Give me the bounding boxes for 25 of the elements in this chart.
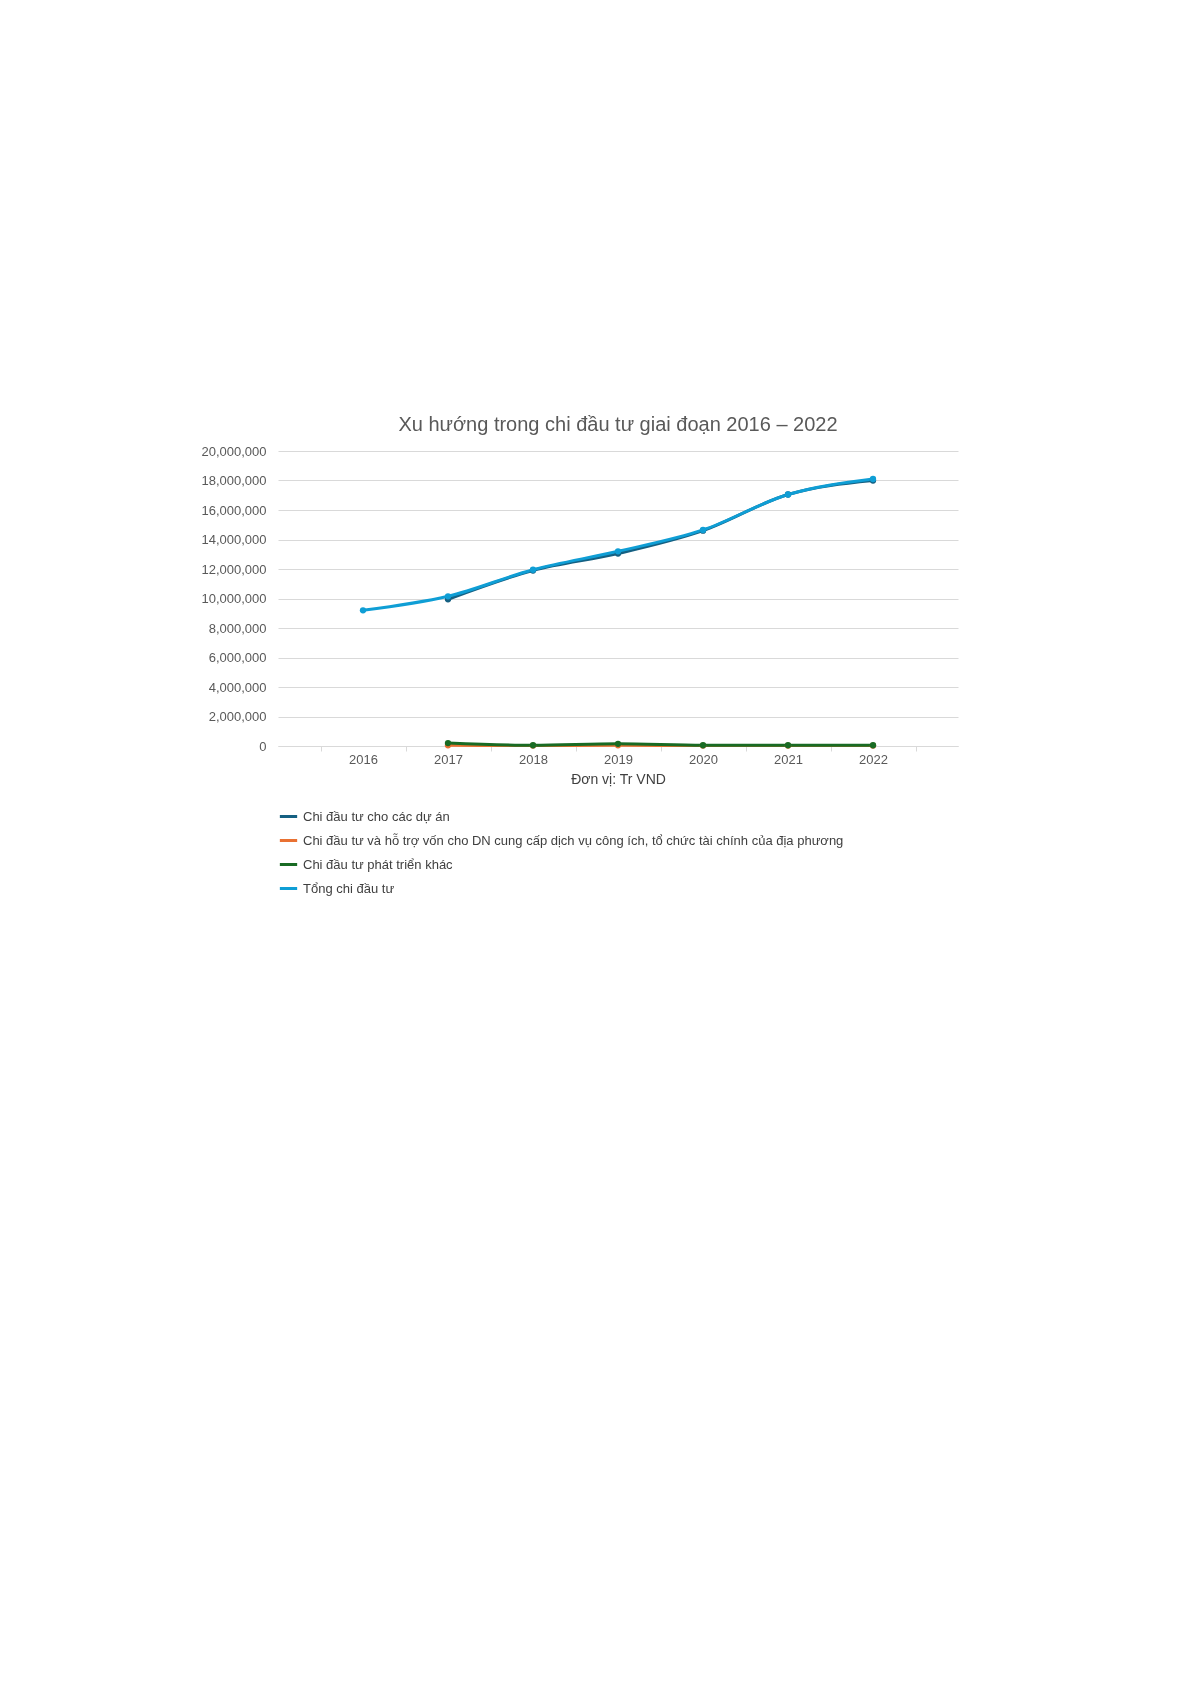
y-tick-label: 0 xyxy=(259,738,267,754)
y-tick-label: 6,000,000 xyxy=(208,650,267,665)
x-axis-title: Đơn vị: Tr VND xyxy=(571,770,666,787)
legend-label: Chi đầu tư cho các dự án xyxy=(303,808,450,824)
x-tick-label: 2019 xyxy=(604,751,633,767)
y-tick-label: 16,000,000 xyxy=(201,502,267,518)
y-tick-label: 4,000,000 xyxy=(208,679,267,695)
x-tick-label: 2020 xyxy=(689,751,718,767)
point xyxy=(359,607,367,614)
legend-label: Chi đầu tư và hỗ trợ vốn cho DN cung cấp dịch vụ công ích, tổ chức tài chính của địa phương xyxy=(303,832,844,848)
x-tick-label: 2022 xyxy=(859,751,888,767)
chart-title: Xu hướng trong chi đầu tư giai đoạn 2016 – 2022 xyxy=(398,413,838,435)
x-tick-label: 2016 xyxy=(349,751,378,767)
y-tick-label: 2,000,000 xyxy=(208,709,267,724)
y-tick-label: 20,000,000 xyxy=(201,443,267,459)
y-tick-label: 18,000,000 xyxy=(201,473,267,488)
x-tick-label: 2017 xyxy=(434,751,463,767)
y-tick-label: 10,000,000 xyxy=(201,591,267,606)
y-tick-label: 8,000,000 xyxy=(208,620,267,636)
legend-label: Tổng chi đầu tư xyxy=(303,880,395,896)
x-tick-label: 2021 xyxy=(774,751,803,767)
legend-label: Chi đầu tư phát triển khác xyxy=(303,856,454,872)
y-tick-label: 14,000,000 xyxy=(201,532,267,547)
x-tick-label: 2018 xyxy=(519,751,548,767)
y-tick-label: 12,000,000 xyxy=(201,561,267,577)
